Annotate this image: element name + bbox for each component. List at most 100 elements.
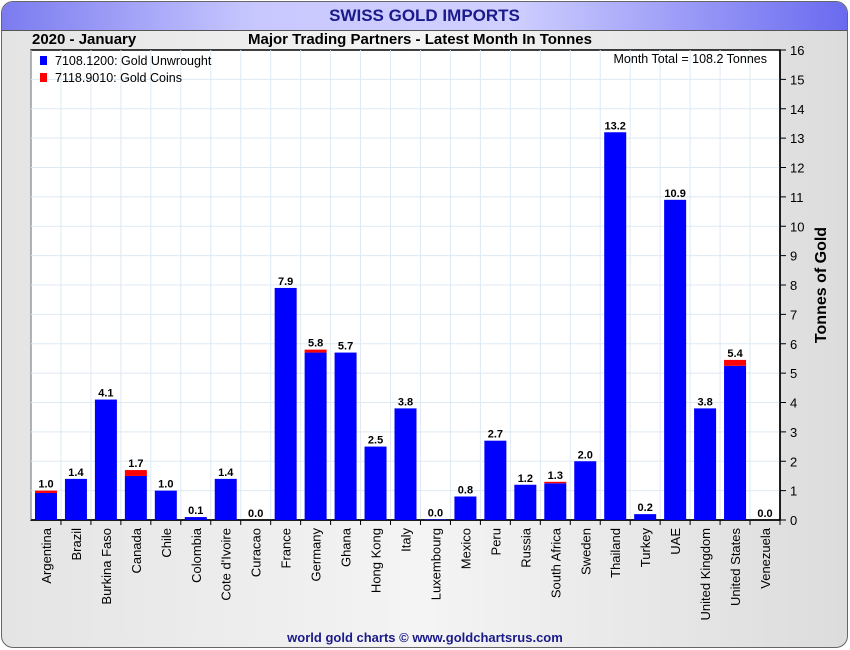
bar-unwrought (484, 440, 507, 520)
data-label: 0.8 (458, 485, 473, 497)
bar-unwrought (424, 519, 447, 520)
data-label: 2.7 (488, 429, 503, 441)
title-bar: SWISS GOLD IMPORTS (2, 2, 847, 31)
x-tick-label: Peru (488, 528, 503, 555)
month-total-annotation: Month Total = 108.2 Tonnes (614, 52, 767, 66)
bar-unwrought (64, 478, 87, 520)
bar-unwrought (634, 514, 657, 520)
bar-coins (724, 359, 747, 366)
legend-swatch-unwrought (40, 56, 47, 65)
y-tick-label: 8 (790, 278, 797, 293)
bar-unwrought (664, 199, 687, 520)
bar-unwrought (394, 408, 417, 520)
period-label: 2020 - January (32, 31, 137, 48)
y-axis-title: Tonnes of Gold (813, 227, 830, 343)
legend-swatch-coins (40, 73, 47, 82)
x-tick-label: Luxembourg (428, 528, 443, 600)
x-tick-label: UAE (668, 528, 683, 555)
data-label: 1.4 (218, 467, 234, 479)
y-tick-label: 3 (790, 425, 797, 440)
bar-unwrought (154, 490, 177, 520)
x-tick-label: Sweden (578, 528, 593, 575)
y-tick-label: 16 (790, 43, 804, 58)
bar-unwrought (574, 461, 597, 520)
chart-title: SWISS GOLD IMPORTS (329, 6, 520, 25)
x-tick-label: Mexico (458, 528, 473, 569)
bar-unwrought (94, 399, 117, 520)
y-tick-label: 4 (790, 396, 797, 411)
bar-unwrought (34, 492, 57, 520)
bar-unwrought (334, 352, 357, 520)
x-tick-label: Russia (518, 527, 533, 568)
x-tick-label: Ghana (339, 527, 354, 567)
bar-coins (544, 481, 567, 484)
data-label: 4.1 (98, 388, 113, 400)
data-label: 7.9 (278, 276, 293, 288)
bar-unwrought (304, 352, 327, 520)
data-label: 1.2 (518, 473, 533, 485)
bar-unwrought (454, 496, 477, 520)
data-label: 1.3 (548, 470, 563, 482)
data-label: 3.8 (398, 396, 413, 408)
y-tick-label: 10 (790, 219, 804, 234)
bar-coins (304, 349, 327, 353)
data-label: 5.7 (338, 341, 353, 353)
y-tick-label: 13 (790, 131, 804, 146)
data-label: 2.5 (368, 435, 383, 447)
data-label: 0.0 (248, 508, 263, 520)
data-label: 1.7 (128, 458, 143, 470)
data-label: 1.0 (158, 479, 173, 491)
footer-credit: world gold charts © www.goldchartsrus.co… (287, 630, 563, 645)
legend-label-unwrought: 7108.1200: Gold Unwrought (55, 54, 212, 68)
bar-unwrought (514, 484, 537, 520)
chart-subtitle: Major Trading Partners - Latest Month In… (248, 31, 592, 48)
bar-unwrought (694, 408, 717, 520)
x-tick-label: Canada (129, 527, 144, 573)
x-tick-label: Turkey (638, 528, 653, 568)
y-tick-label: 7 (790, 307, 797, 322)
y-tick-label: 0 (790, 513, 797, 528)
data-label: 13.2 (605, 120, 626, 132)
data-label: 5.4 (727, 348, 743, 360)
x-tick-label: United Kingdom (698, 528, 713, 621)
x-tick-label: South Africa (548, 527, 563, 598)
data-label: 0.1 (188, 505, 203, 517)
y-tick-label: 9 (790, 249, 797, 264)
y-tick-label: 1 (790, 484, 797, 499)
data-label: 0.0 (757, 508, 772, 520)
x-tick-label: Burkina Faso (99, 528, 114, 605)
y-tick-label: 2 (790, 454, 797, 469)
data-label: 3.8 (697, 396, 712, 408)
bar-unwrought (214, 478, 237, 520)
data-label: 0.0 (428, 507, 443, 519)
data-label: 5.8 (308, 338, 323, 350)
y-tick-label: 12 (790, 161, 804, 176)
data-label: 10.9 (664, 188, 685, 200)
data-label: 1.0 (38, 479, 53, 491)
x-tick-label: United States (728, 528, 743, 607)
bar-coins (34, 490, 57, 493)
x-tick-label: Colombia (189, 527, 204, 583)
bar-unwrought (364, 446, 387, 520)
bar-unwrought (724, 365, 747, 520)
bar-unwrought (604, 132, 627, 520)
y-tick-label: 5 (790, 366, 797, 381)
x-tick-label: Curacao (249, 528, 264, 577)
bar-coins (124, 470, 147, 476)
data-label: 0.2 (638, 502, 653, 514)
bar-unwrought (544, 483, 567, 520)
x-tick-label: Cote d'Ivoire (219, 528, 234, 601)
x-tick-label: Chile (159, 528, 174, 558)
y-tick-label: 15 (790, 72, 804, 87)
data-label: 1.4 (68, 467, 84, 479)
bar-unwrought (184, 517, 207, 520)
y-tick-label: 6 (790, 337, 797, 352)
x-tick-label: Brazil (69, 528, 84, 561)
x-tick-label: Hong Kong (369, 528, 384, 593)
x-tick-label: Argentina (39, 527, 54, 583)
y-tick-label: 14 (790, 102, 804, 117)
bar-unwrought (274, 287, 297, 520)
x-tick-label: Thailand (608, 528, 623, 578)
x-tick-label: Italy (399, 528, 414, 552)
